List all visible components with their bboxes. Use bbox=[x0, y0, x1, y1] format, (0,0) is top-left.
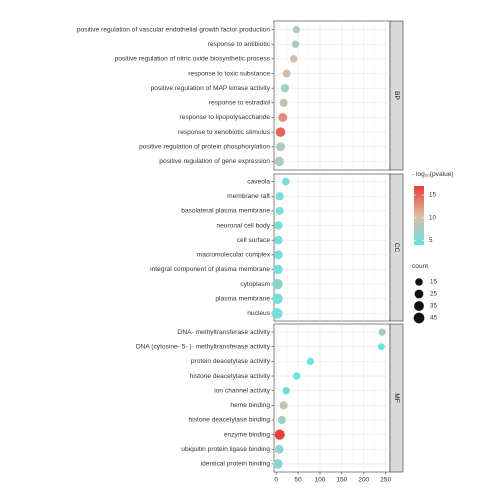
category-label: cytoplasm bbox=[240, 281, 270, 288]
category-label: DNA- methyltransferase activity bbox=[178, 329, 271, 336]
category-label: positive regulation of protein phosphory… bbox=[139, 144, 270, 151]
category-label: macromolecular complex bbox=[197, 252, 271, 259]
panel-frame bbox=[273, 173, 391, 322]
panel-frame bbox=[273, 323, 391, 473]
x-tick-label: 200 bbox=[358, 477, 369, 484]
category-label: heme binding bbox=[230, 402, 270, 409]
data-point bbox=[378, 328, 386, 336]
color-legend: - log₁₀(pvalue) 5 10 15 bbox=[412, 171, 454, 245]
category-label: response to lipopolysaccharide bbox=[179, 114, 270, 121]
panel-frame bbox=[273, 20, 391, 171]
data-point bbox=[276, 142, 286, 152]
facet-strip bbox=[389, 20, 404, 171]
category-label: response to toxic substance bbox=[188, 70, 270, 77]
category-label: integral component of plasma membrane bbox=[150, 266, 270, 273]
size-legend-key bbox=[414, 289, 424, 299]
x-tick-label: 250 bbox=[380, 477, 391, 484]
size-legend-label: 35 bbox=[430, 303, 437, 310]
data-point bbox=[278, 113, 288, 122]
size-legend-title: count bbox=[412, 263, 428, 270]
data-point bbox=[274, 221, 283, 230]
facet-strip bbox=[389, 173, 404, 322]
category-label: nucleus bbox=[247, 310, 270, 317]
category-label: neuronal cell body bbox=[216, 222, 270, 229]
data-point bbox=[279, 98, 288, 107]
category-label: positive regulation of nitric oxide bios… bbox=[115, 56, 271, 63]
category-label: basolateral plasma membrane bbox=[181, 208, 270, 215]
category-label: response to antibiotic bbox=[208, 41, 271, 48]
category-label: membrane raft bbox=[227, 193, 270, 200]
data-point bbox=[275, 206, 284, 215]
category-label: identical protein binding bbox=[201, 461, 271, 468]
color-bar-label: 10 bbox=[429, 214, 436, 221]
category-label: enzyme binding bbox=[224, 431, 271, 438]
data-point bbox=[274, 444, 284, 454]
data-point bbox=[271, 308, 283, 319]
data-point bbox=[275, 127, 286, 137]
data-point bbox=[273, 250, 283, 260]
x-axis: 0 50 100 150 200 250 bbox=[274, 472, 391, 484]
facet-strip-label: CC bbox=[393, 243, 400, 253]
data-point bbox=[274, 156, 284, 167]
category-label: ubiquitin protein ligase binding bbox=[181, 446, 270, 453]
size-legend-key bbox=[414, 301, 424, 311]
size-legend-label: 15 bbox=[430, 279, 437, 286]
category-label: ion channel activity bbox=[214, 387, 270, 394]
category-label: DNA (cytosine- 5- )- methyltransferase a… bbox=[136, 343, 271, 350]
category-label: positive regulation of gene expression bbox=[159, 158, 270, 165]
data-point bbox=[293, 372, 301, 380]
x-tick-label: 150 bbox=[336, 477, 347, 484]
size-legend-key bbox=[415, 278, 423, 286]
category-label: positive regulation of MAP kinase activi… bbox=[151, 85, 271, 92]
data-point bbox=[377, 343, 385, 351]
size-legend-label: 25 bbox=[430, 291, 437, 298]
data-point bbox=[273, 264, 283, 275]
data-point bbox=[272, 293, 283, 305]
data-point bbox=[274, 235, 283, 245]
size-legend-key bbox=[413, 312, 425, 324]
category-label: response to xenobiotic stimulus bbox=[178, 129, 271, 136]
color-legend-title: - log₁₀(pvalue) bbox=[412, 171, 454, 178]
x-tick-label: 0 bbox=[274, 477, 278, 484]
data-point bbox=[274, 429, 285, 440]
facet-panel-mf: MF DNA- methyltransferase activity DNA (cy… bbox=[136, 323, 404, 473]
data-point bbox=[289, 55, 298, 63]
data-point bbox=[291, 40, 300, 48]
data-point bbox=[292, 25, 300, 34]
category-label: histone deacetylase activity bbox=[190, 373, 271, 380]
data-point bbox=[277, 415, 286, 425]
category-label: response to estradiol bbox=[209, 100, 271, 107]
facet-strip bbox=[389, 323, 404, 473]
color-bar bbox=[414, 186, 424, 245]
data-point bbox=[275, 192, 284, 201]
data-point bbox=[282, 69, 291, 78]
size-legend-label: 45 bbox=[430, 315, 437, 322]
data-point bbox=[272, 278, 283, 290]
x-tick-label: 100 bbox=[314, 477, 325, 484]
category-label: caveola bbox=[247, 178, 270, 185]
facet-strip-label: MF bbox=[393, 393, 400, 403]
data-point bbox=[279, 401, 288, 410]
category-label: plasma membrane bbox=[215, 296, 270, 303]
color-bar-label: 5 bbox=[429, 237, 433, 244]
x-tick-label: 50 bbox=[294, 477, 302, 484]
category-label: cell surface bbox=[237, 237, 271, 244]
facet-strip-label: BP bbox=[393, 91, 400, 100]
category-label: histone deacetylase binding bbox=[189, 417, 271, 424]
data-point bbox=[282, 386, 291, 395]
category-label: positive regulation of vascular endothel… bbox=[77, 26, 270, 33]
color-bar-label: 15 bbox=[429, 192, 436, 199]
data-point bbox=[306, 357, 314, 365]
facet-panel-cc: CC caveola membrane raft basolateral plasma… bbox=[150, 173, 404, 322]
data-point bbox=[273, 459, 283, 469]
category-label: protein deacetylase activity bbox=[191, 358, 271, 365]
data-point bbox=[281, 177, 290, 186]
facet-panel-bp: BP positive regulation of vascular endoth… bbox=[77, 20, 404, 171]
size-legend: count 15 25 35 45 bbox=[412, 263, 437, 324]
data-point bbox=[280, 84, 290, 93]
